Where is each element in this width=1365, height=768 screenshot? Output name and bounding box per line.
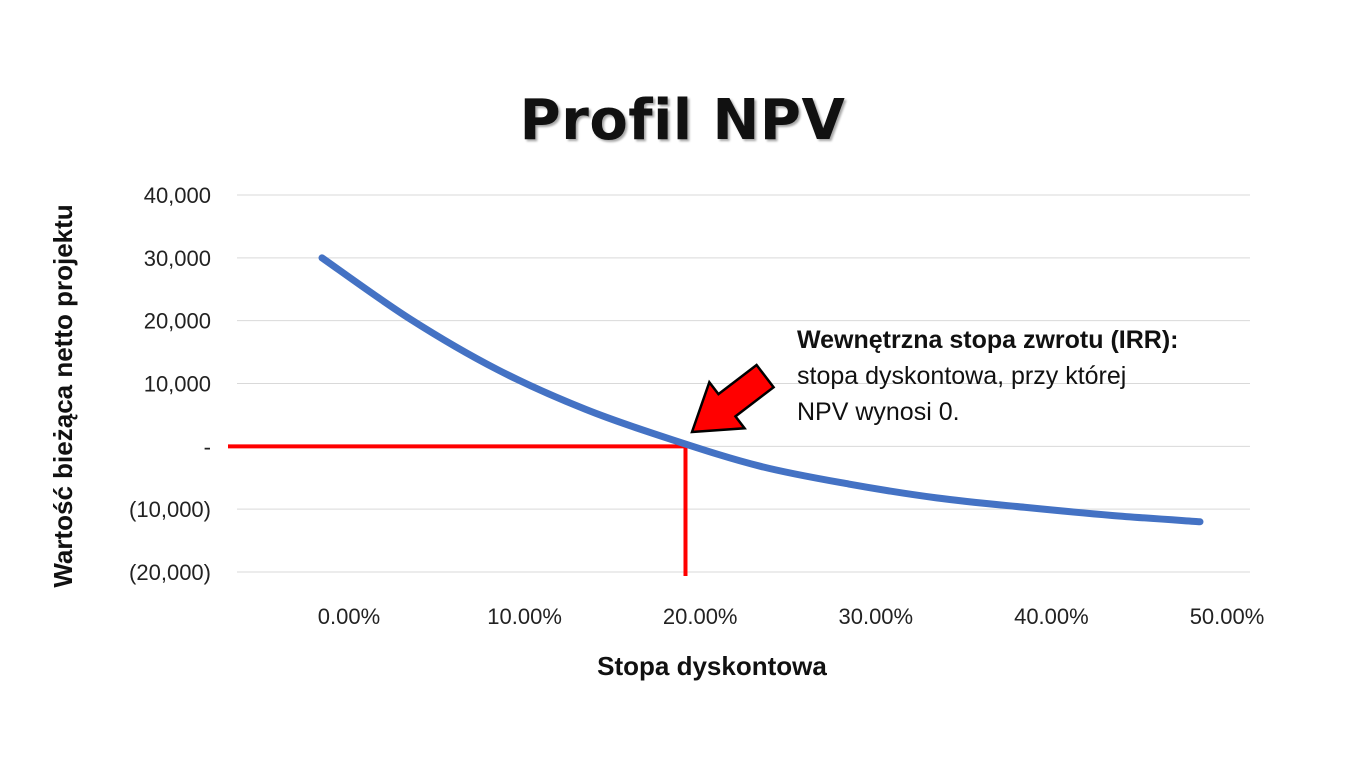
x-tick-label: 0.00% — [318, 604, 380, 629]
annotation-line-1: stopa dyskontowa, przy której — [797, 362, 1127, 390]
y-tick-label: 20,000 — [144, 309, 211, 334]
x-axis-title: Stopa dyskontowa — [597, 651, 827, 681]
irr-annotation: Wewnętrzna stopa zwrotu (IRR): stopa dys… — [797, 322, 1317, 430]
y-tick-label: (10,000) — [129, 497, 211, 522]
gridlines — [237, 194, 1250, 573]
y-tick-label: - — [204, 434, 211, 459]
annotation-line-2: NPV wynosi 0. — [797, 398, 960, 426]
y-tick-label: 40,000 — [144, 183, 211, 208]
y-axis-title: Wartość bieżąca netto projektu — [48, 204, 78, 587]
irr-marker-lines — [228, 444, 688, 576]
x-axis-ticks: 0.00% 10.00% 20.00% 30.00% 40.00% 50.00% — [318, 604, 1265, 629]
x-tick-label: 10.00% — [487, 604, 562, 629]
series-group — [318, 254, 1204, 526]
y-tick-label: (20,000) — [129, 560, 211, 585]
chart-title: Profil NPV — [519, 88, 846, 153]
y-tick-label: 10,000 — [144, 372, 211, 397]
x-tick-label: 30.00% — [838, 604, 913, 629]
x-tick-label: 20.00% — [663, 604, 738, 629]
irr-arrow — [690, 363, 776, 434]
series-line — [318, 254, 1204, 526]
y-axis-ticks: 40,000 30,000 20,000 10,000 - (10,000) (20,000… — [129, 183, 211, 585]
x-tick-label: 40.00% — [1014, 604, 1089, 629]
x-tick-label: 50.00% — [1190, 604, 1265, 629]
arrow-icon — [690, 363, 776, 434]
y-tick-label: 30,000 — [144, 246, 211, 271]
annotation-title: Wewnętrzna stopa zwrotu (IRR): — [797, 326, 1179, 354]
